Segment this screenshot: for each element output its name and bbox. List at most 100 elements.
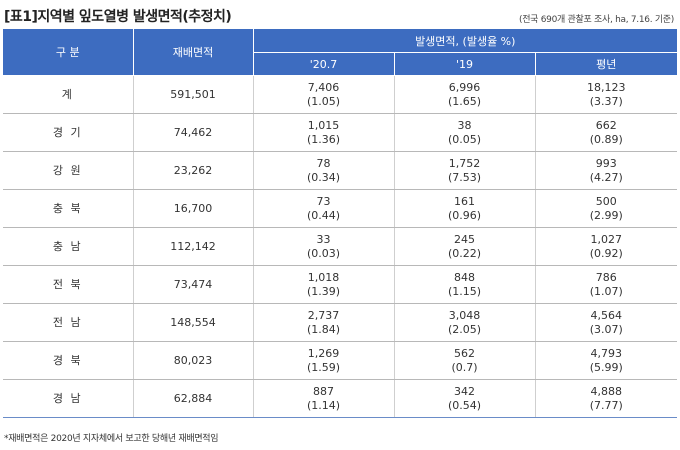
rate-2019-value: (0.22): [447, 246, 482, 260]
area-average-value: 993: [595, 156, 617, 170]
area-value: 73,474: [173, 277, 213, 291]
cell-2020: 73 (0.44): [253, 189, 395, 228]
header-area: 재배면적: [133, 29, 254, 76]
area-average-value: 4,564: [590, 308, 623, 322]
cell-2019: 38 (0.05): [394, 113, 536, 152]
survey-note: (전국 690개 관찰포 조사, ha, 7.16. 기준): [518, 15, 674, 25]
area-average-value: 786: [595, 270, 617, 284]
rate-2019-value: (2.05): [447, 322, 482, 336]
cell-2020: 1,015 (1.36): [253, 113, 395, 152]
area-value: 112,142: [170, 239, 216, 253]
cell-2020: 887 (1.14): [253, 379, 395, 418]
area-average-value: 662: [595, 118, 617, 132]
rate-2019-value: (0.05): [447, 132, 482, 146]
cell-region: 경 기: [3, 113, 134, 152]
rate-2020-value: (0.44): [306, 208, 341, 222]
table-title: [표1]지역별 잎도열병 발생면적(추정치): [4, 9, 232, 25]
header-region: 구 분: [3, 29, 134, 76]
cell-2019: 342 (0.54): [394, 379, 536, 418]
rate-average-value: (7.77): [589, 398, 623, 412]
cell-area: 112,142: [133, 227, 254, 266]
area-2020-value: 1,018: [307, 270, 340, 284]
cell-region: 충 남: [3, 227, 134, 266]
rate-2019-value: (0.96): [447, 208, 482, 222]
area-2019-value: 161: [454, 194, 475, 208]
cell-area: 80,023: [133, 341, 254, 380]
area-value: 62,884: [173, 391, 213, 405]
cell-region: 경 북: [3, 341, 134, 380]
rate-average-value: (1.07): [589, 284, 623, 298]
cell-2019: 3,048 (2.05): [394, 303, 536, 342]
rate-average-value: (0.92): [589, 246, 623, 260]
rate-2019-value: (0.54): [447, 398, 482, 412]
area-2019-value: 1,752: [448, 156, 481, 170]
rate-average-value: (3.37): [589, 94, 623, 108]
cell-area: 591,501: [133, 75, 254, 114]
cell-average: 18,123 (3.37): [535, 75, 677, 114]
cell-region: 경 남: [3, 379, 134, 418]
area-2020-value: 1,015: [307, 118, 340, 132]
table-row: 계 591,501 7,406 (1.05) 6,996 (1.65) 18,123 (3.3…: [3, 75, 677, 114]
rate-2020-value: (1.39): [306, 284, 341, 298]
area-average-value: 18,123: [587, 80, 626, 94]
cell-2020: 33 (0.03): [253, 227, 395, 266]
cell-area: 73,474: [133, 265, 254, 304]
cell-region: 계: [3, 75, 134, 114]
region-label: 경 기: [52, 125, 83, 139]
table-row: 전 남 148,554 2,737 (1.84) 3,048 (2.05) 4,564 (3.…: [3, 303, 677, 342]
region-label: 강 원: [52, 163, 83, 177]
table-row: 경 북 80,023 1,269 (1.59) 562 (0.7) 4,793 (5.99): [3, 341, 677, 380]
cell-2020: 7,406 (1.05): [253, 75, 395, 114]
cell-area: 148,554: [133, 303, 254, 342]
area-2020-value: 2,737: [307, 308, 340, 322]
rate-2020-value: (1.59): [306, 360, 341, 374]
cell-region: 충 북: [3, 189, 134, 228]
cell-average: 4,793 (5.99): [535, 341, 677, 380]
area-2019-value: 3,048: [448, 308, 481, 322]
table-row: 충 남 112,142 33 (0.03) 245 (0.22) 1,027 (0.92): [3, 227, 677, 266]
header-occurrence: 발생면적, (발생율 %): [253, 29, 677, 53]
area-2019-value: 848: [454, 270, 475, 284]
region-label: 계: [61, 87, 74, 101]
rate-average-value: (4.27): [589, 170, 623, 184]
cell-2020: 78 (0.34): [253, 151, 395, 190]
cell-region: 강 원: [3, 151, 134, 190]
cell-average: 4,888 (7.77): [535, 379, 677, 418]
area-average-value: 4,793: [590, 346, 623, 360]
occurrence-table: 구 분 재배면적 발생면적, (발생율 %) '20.7 '19 평년 계 591…: [3, 29, 677, 418]
area-value: 16,700: [173, 201, 213, 215]
area-2020-value: 78: [316, 156, 331, 170]
rate-2020-value: (1.14): [306, 398, 341, 412]
cell-2020: 2,737 (1.84): [253, 303, 395, 342]
rate-2019-value: (1.65): [447, 94, 482, 108]
area-2019-value: 342: [454, 384, 475, 398]
region-label: 경 북: [52, 353, 83, 367]
rate-2020-value: (0.03): [306, 246, 341, 260]
area-2020-value: 1,269: [307, 346, 340, 360]
rate-2019-value: (1.15): [447, 284, 482, 298]
region-label: 전 남: [52, 315, 83, 329]
cell-region: 전 북: [3, 265, 134, 304]
header-average: 평년: [535, 52, 677, 76]
rate-2020-value: (0.34): [306, 170, 341, 184]
cell-area: 62,884: [133, 379, 254, 418]
header-2019: '19: [394, 52, 536, 76]
area-value: 74,462: [173, 125, 213, 139]
area-value: 148,554: [170, 315, 216, 329]
rate-2019-value: (7.53): [447, 170, 482, 184]
area-2020-value: 7,406: [307, 80, 340, 94]
cell-area: 23,262: [133, 151, 254, 190]
cell-2020: 1,269 (1.59): [253, 341, 395, 380]
area-value: 23,262: [173, 163, 213, 177]
region-label: 충 북: [52, 201, 83, 215]
rate-2020-value: (1.05): [306, 94, 341, 108]
area-2020-value: 887: [313, 384, 334, 398]
cell-2020: 1,018 (1.39): [253, 265, 395, 304]
cell-2019: 1,752 (7.53): [394, 151, 536, 190]
area-value: 591,501: [170, 87, 216, 101]
rate-2020-value: (1.84): [306, 322, 341, 336]
table-row: 강 원 23,262 78 (0.34) 1,752 (7.53) 993 (4.27): [3, 151, 677, 190]
cell-2019: 245 (0.22): [394, 227, 536, 266]
cell-average: 500 (2.99): [535, 189, 677, 228]
